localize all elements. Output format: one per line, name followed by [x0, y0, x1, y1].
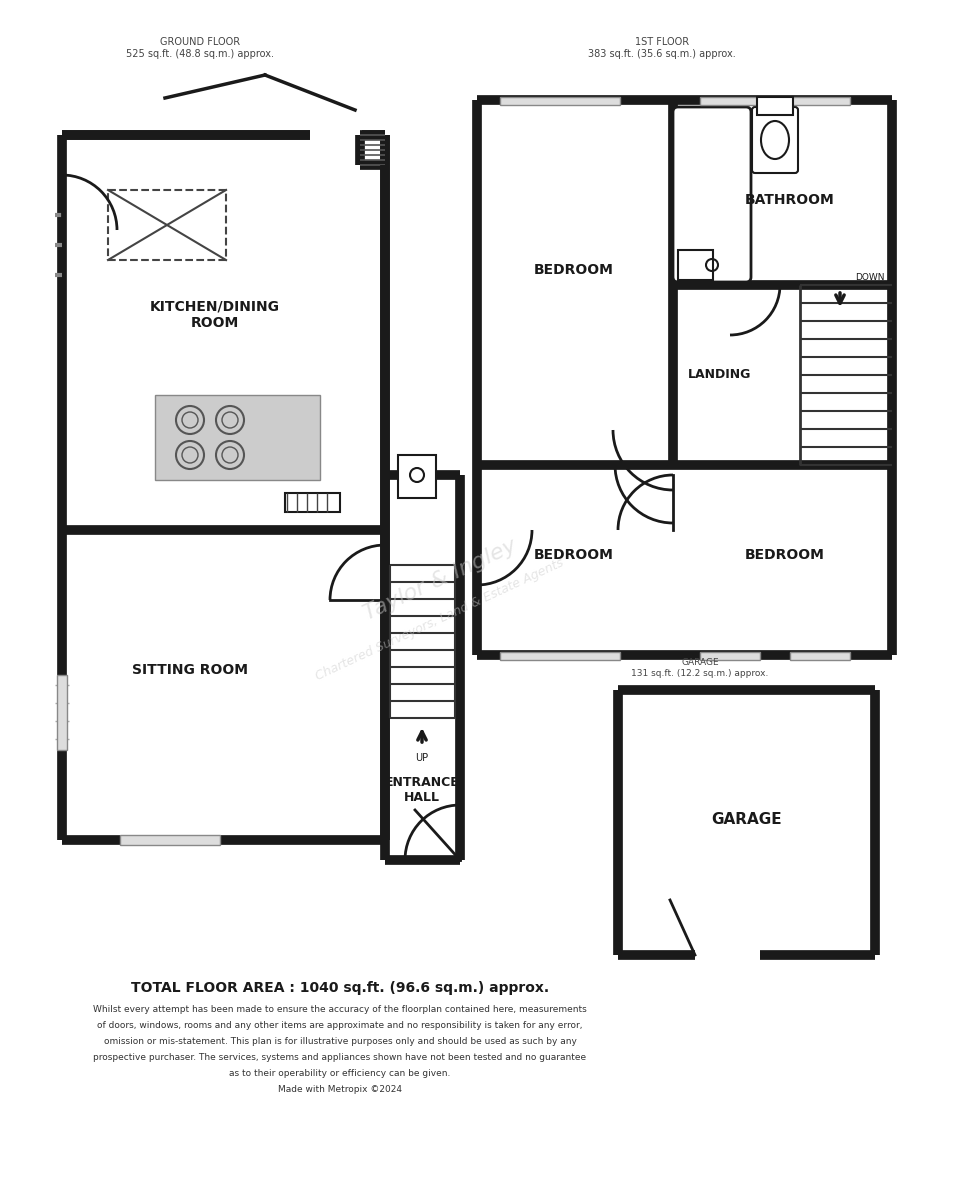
FancyBboxPatch shape [673, 107, 751, 282]
Bar [120, 836, 220, 845]
Text: omission or mis-statement. This plan is for illustrative purposes only and shoul: omission or mis-statement. This plan is … [104, 1038, 576, 1046]
Bar [790, 98, 850, 105]
Bar [285, 492, 340, 512]
Text: prospective purchaser. The services, systems and appliances shown have not been : prospective purchaser. The services, sys… [93, 1054, 587, 1062]
Text: Chartered Surveyors, Land & Estate Agents: Chartered Surveyors, Land & Estate Agent… [314, 556, 566, 684]
Text: GARAGE: GARAGE [711, 813, 782, 827]
Text: KITCHEN/DINING
ROOM: KITCHEN/DINING ROOM [150, 300, 280, 330]
Text: UP: UP [416, 752, 428, 763]
Text: BEDROOM: BEDROOM [534, 262, 613, 277]
Text: LANDING: LANDING [688, 368, 752, 382]
Text: BEDROOM: BEDROOM [745, 548, 825, 562]
Bar [500, 98, 620, 105]
Text: BATHROOM: BATHROOM [745, 193, 835, 207]
Bar [757, 98, 793, 116]
Text: of doors, windows, rooms and any other items are approximate and no responsibili: of doors, windows, rooms and any other i… [97, 1021, 583, 1031]
Bar [790, 653, 850, 660]
FancyBboxPatch shape [752, 107, 798, 173]
Text: 1ST FLOOR
383 sq.ft. (35.6 sq.m.) approx.: 1ST FLOOR 383 sq.ft. (35.6 sq.m.) approx… [588, 37, 736, 59]
Bar [398, 455, 436, 498]
Text: Taylor & Ingley: Taylor & Ingley [361, 536, 519, 624]
Text: as to their operability or efficiency can be given.: as to their operability or efficiency ca… [229, 1069, 451, 1079]
Text: Whilst every attempt has been made to ensure the accuracy of the floorplan conta: Whilst every attempt has been made to en… [93, 1005, 587, 1015]
Text: DOWN: DOWN [856, 273, 885, 283]
Ellipse shape [761, 120, 789, 159]
Text: GARAGE
131 sq.ft. (12.2 sq.m.) approx.: GARAGE 131 sq.ft. (12.2 sq.m.) approx. [631, 659, 768, 678]
Bar [678, 250, 713, 281]
Bar [57, 675, 67, 750]
Bar [108, 190, 226, 260]
Bar [155, 395, 320, 480]
Text: Made with Metropix ©2024: Made with Metropix ©2024 [278, 1086, 402, 1094]
Bar [700, 653, 760, 660]
Text: TOTAL FLOOR AREA : 1040 sq.ft. (96.6 sq.m.) approx.: TOTAL FLOOR AREA : 1040 sq.ft. (96.6 sq.… [131, 981, 549, 995]
Text: SITTING ROOM: SITTING ROOM [132, 663, 248, 677]
Bar [700, 98, 760, 105]
Text: BEDROOM: BEDROOM [534, 548, 613, 562]
Text: GROUND FLOOR
525 sq.ft. (48.8 sq.m.) approx.: GROUND FLOOR 525 sq.ft. (48.8 sq.m.) app… [126, 37, 274, 59]
Text: ENTRANCE
HALL: ENTRANCE HALL [384, 777, 460, 804]
Bar [500, 653, 620, 660]
